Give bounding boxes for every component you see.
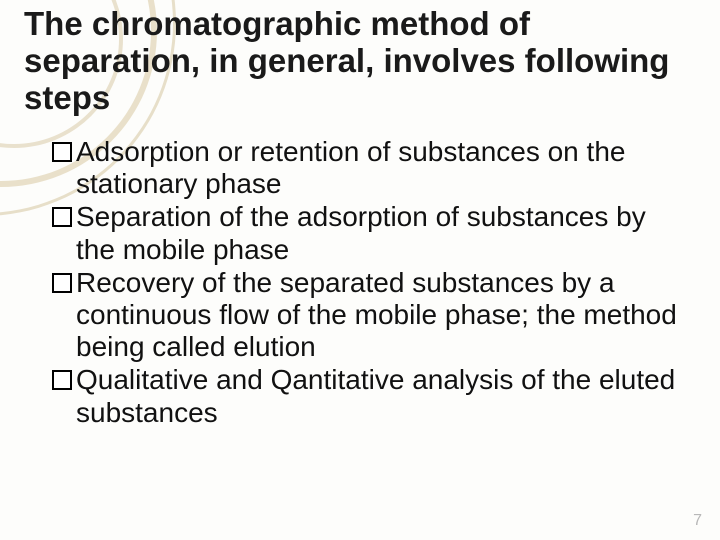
bullet-marker-icon xyxy=(52,273,72,293)
bullet-text: Adsorption or retention of substances on… xyxy=(76,136,684,200)
slide-title: The chromatographic method of separation… xyxy=(24,6,696,117)
bullet-text: Qualitative and Qantitative analysis of … xyxy=(76,364,684,428)
page-number: 7 xyxy=(693,512,702,530)
bullet-marker-icon xyxy=(52,207,72,227)
bullet-marker-icon xyxy=(52,370,72,390)
bullet-list: Adsorption or retention of substances on… xyxy=(52,136,684,430)
bullet-item: Qualitative and Qantitative analysis of … xyxy=(52,364,684,428)
bullet-text: Separation of the adsorption of substanc… xyxy=(76,201,684,265)
bullet-item: Separation of the adsorption of substanc… xyxy=(52,201,684,265)
bullet-text: Recovery of the separated substances by … xyxy=(76,267,684,364)
bullet-item: Recovery of the separated substances by … xyxy=(52,267,684,364)
slide: The chromatographic method of separation… xyxy=(0,0,720,540)
bullet-marker-icon xyxy=(52,142,72,162)
bullet-item: Adsorption or retention of substances on… xyxy=(52,136,684,200)
